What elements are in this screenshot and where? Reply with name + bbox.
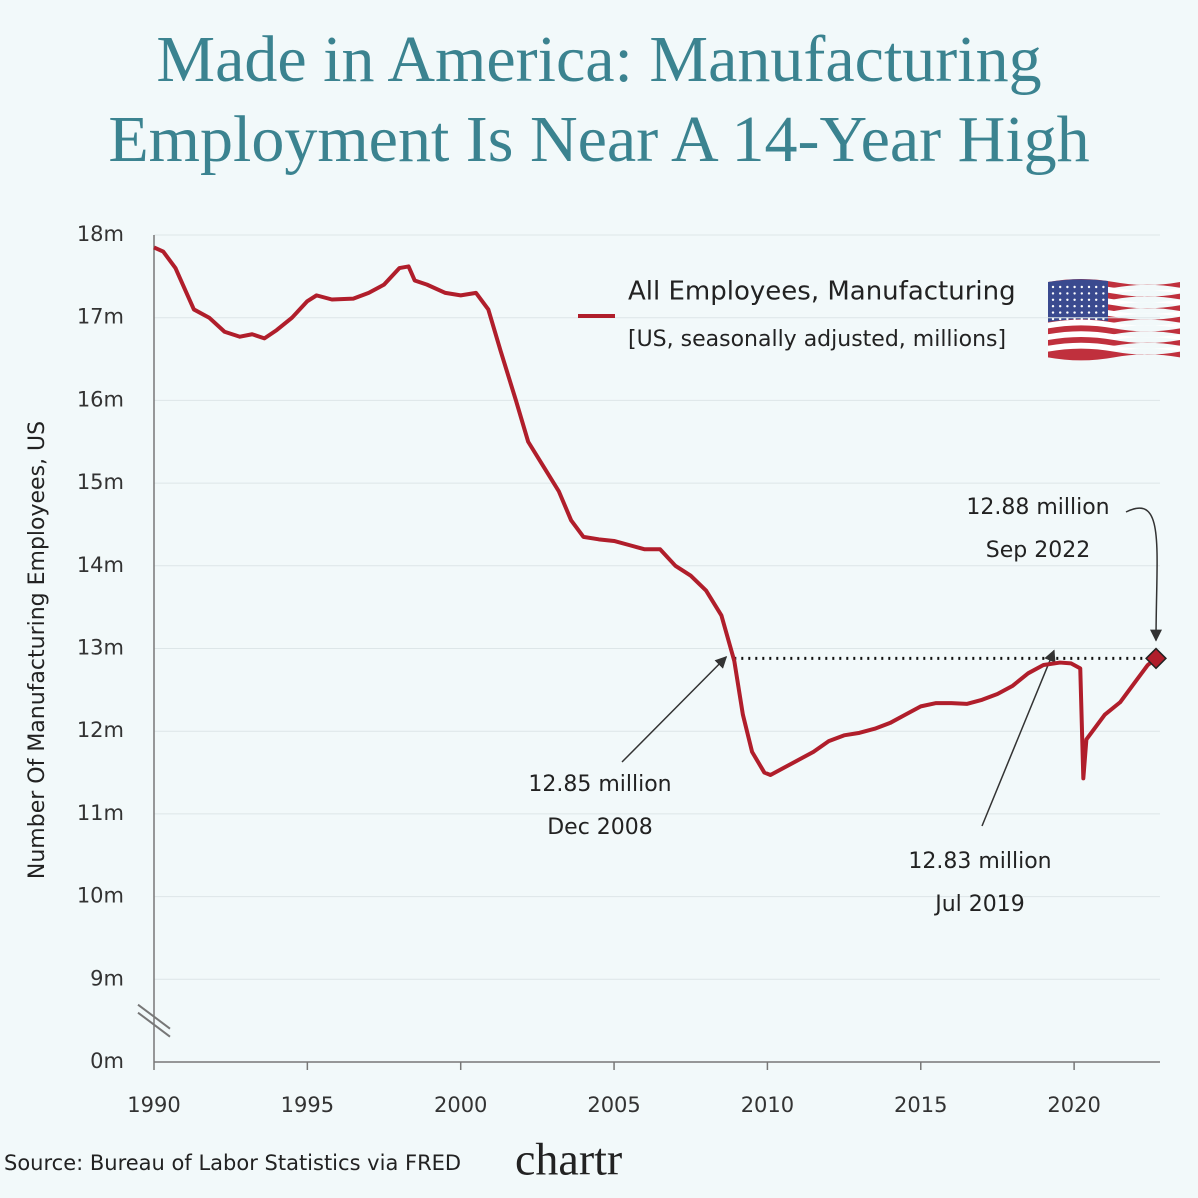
x-tick-label: 2000 — [434, 1093, 487, 1117]
annotation-arrow — [621, 656, 728, 763]
flag-star — [1080, 292, 1084, 295]
flag-star — [1102, 317, 1105, 321]
flag-star — [1080, 298, 1084, 301]
flag-star — [1066, 285, 1069, 289]
y-tick-label: 12m — [77, 718, 124, 742]
flag-star — [1080, 317, 1084, 321]
brand: chartr — [515, 1134, 622, 1185]
y-tick-label: 11m — [77, 801, 124, 825]
flag-star — [1066, 292, 1069, 295]
annotation-value: 12.85 million — [528, 772, 671, 797]
flag-star — [1051, 305, 1055, 308]
source: Source: Bureau of Labor Statistics via F… — [4, 1151, 461, 1175]
flag-star — [1051, 298, 1055, 301]
flag-star — [1095, 305, 1098, 308]
flag-star — [1087, 292, 1091, 295]
flag-star — [1080, 285, 1084, 289]
y-tick-label: 13m — [77, 636, 124, 660]
legend-label: All Employees, Manufacturing — [628, 277, 1016, 307]
flag-star — [1059, 311, 1062, 314]
flag-star — [1087, 305, 1091, 308]
x-tick-label: 1990 — [127, 1093, 180, 1117]
flag-star — [1080, 311, 1084, 314]
y-tick-label: 15m — [77, 470, 124, 494]
flag-star — [1102, 305, 1105, 308]
flag-star — [1102, 292, 1105, 295]
flag-star — [1102, 311, 1105, 314]
x-tick-label: 2005 — [587, 1093, 640, 1117]
flag-star — [1066, 298, 1069, 301]
y-tick-label: 18m — [77, 222, 124, 246]
y-tick-label: 16m — [77, 387, 124, 411]
flag-star — [1073, 311, 1076, 314]
annotation-arrow — [1125, 507, 1163, 642]
flag-star — [1059, 285, 1062, 289]
y-tick-label: 17m — [77, 305, 124, 329]
flag-star — [1102, 285, 1105, 289]
flag-star — [1059, 305, 1062, 308]
flag-star — [1073, 285, 1076, 289]
flag-star — [1059, 317, 1062, 321]
x-tick-label: 1995 — [281, 1093, 334, 1117]
x-tick-label: 2020 — [1047, 1093, 1100, 1117]
line — [153, 245, 1158, 781]
y-tick-label: 10m — [77, 884, 124, 908]
flag-star — [1087, 298, 1091, 301]
annotation-value: 12.83 million — [908, 849, 1051, 874]
annotation-arrow — [981, 649, 1056, 827]
flag-star — [1095, 317, 1098, 321]
flag-star — [1066, 305, 1069, 308]
flag-star — [1066, 311, 1069, 314]
axis-break — [137, 1011, 171, 1038]
flag-star — [1073, 317, 1076, 321]
axis-break — [137, 1003, 171, 1030]
chart-title: Employment Is Near A 14-Year High — [108, 103, 1089, 176]
flag-canton — [1048, 279, 1108, 322]
flag-stripe — [1048, 348, 1180, 361]
flag-star — [1095, 292, 1098, 295]
flag-star — [1051, 292, 1055, 295]
y-tick-label: 0m — [90, 1049, 124, 1073]
flag-star — [1073, 298, 1076, 301]
flag-star — [1087, 311, 1091, 314]
flag-star — [1051, 285, 1055, 289]
annotation-value: 12.88 million — [966, 495, 1109, 520]
x-tick-label: 2010 — [741, 1093, 794, 1117]
flag-star — [1059, 298, 1062, 301]
annotation-date: Sep 2022 — [986, 538, 1090, 563]
flag-star — [1051, 317, 1055, 321]
y-axis-label: Number Of Manufacturing Employees, US — [25, 421, 50, 879]
flag-star — [1066, 317, 1069, 321]
legend-note: [US, seasonally adjusted, millions] — [628, 327, 1006, 352]
point-marker — [1145, 647, 1167, 670]
flag-star — [1080, 305, 1084, 308]
flag-star — [1087, 317, 1091, 321]
flag-star — [1051, 311, 1055, 314]
flag-star — [1087, 285, 1091, 289]
x-tick-label: 2015 — [894, 1093, 947, 1117]
flag-star — [1095, 311, 1098, 314]
flag-star — [1073, 292, 1076, 295]
flag-star — [1095, 298, 1098, 301]
flag — [1048, 279, 1180, 361]
flag-star — [1095, 285, 1098, 289]
y-tick-label: 14m — [77, 553, 124, 577]
annotation-date: Jul 2019 — [933, 892, 1025, 917]
chart-title: Made in America: Manufacturing — [156, 23, 1041, 96]
flag-star — [1059, 292, 1062, 295]
flag-star — [1102, 298, 1105, 301]
flag-star — [1073, 305, 1076, 308]
annotation-date: Dec 2008 — [547, 815, 653, 840]
y-tick-label: 9m — [90, 966, 124, 990]
